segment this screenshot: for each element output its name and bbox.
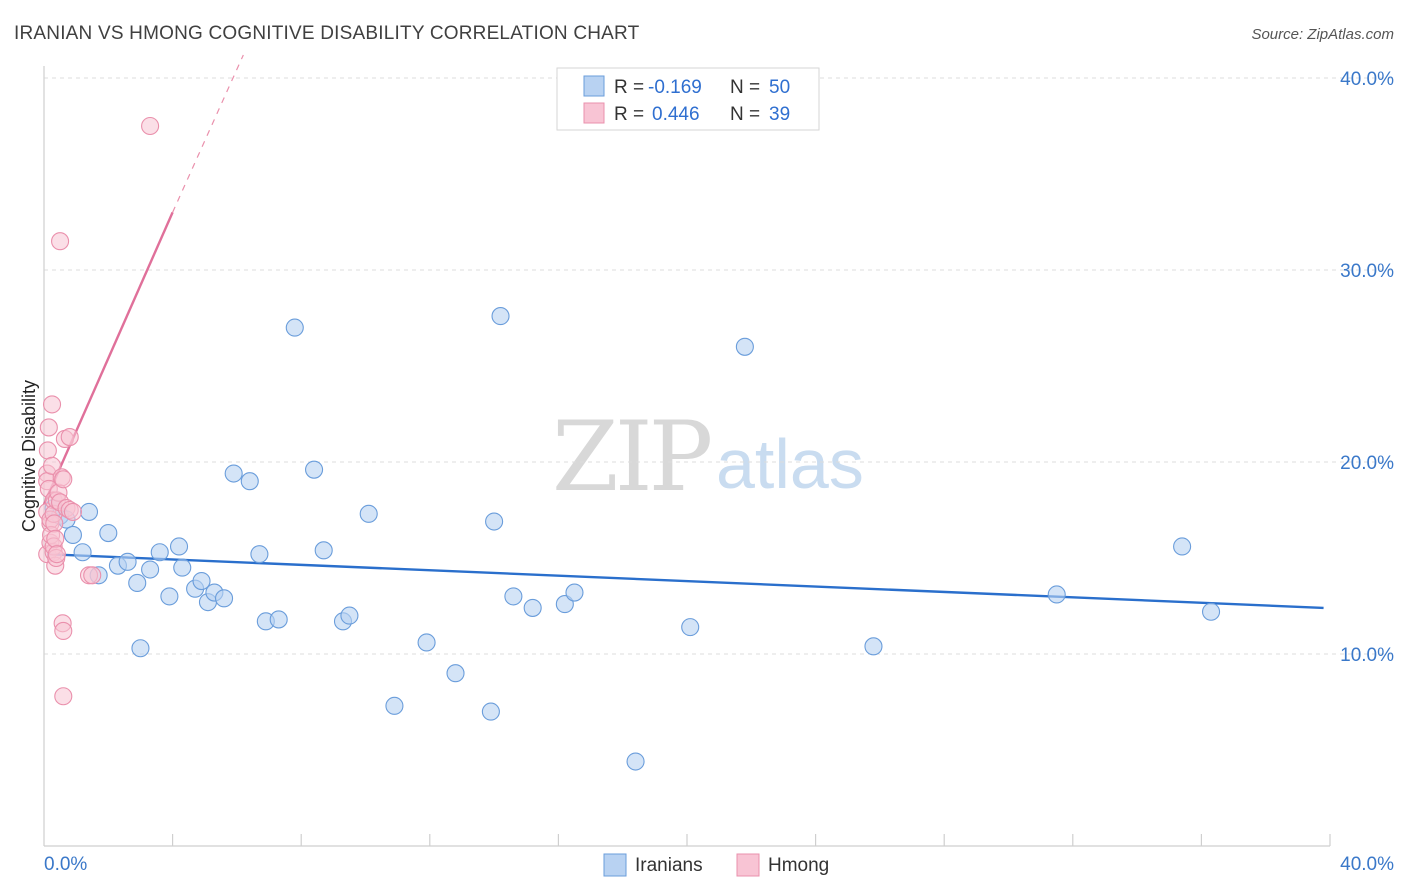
bottom-legend-label-hmong: Hmong [768, 855, 829, 876]
watermark-zip: ZIP [552, 401, 711, 513]
iranians-trend-line [47, 552, 1324, 610]
hmong-point [46, 529, 65, 548]
iranians-point [169, 537, 189, 556]
y-tick-label-20: 20.0% [1340, 453, 1394, 474]
iranians-point [681, 618, 700, 637]
legend-r-value-iranians: -0.169 [648, 77, 702, 98]
bottom-legend: Iranians Hmong [603, 853, 829, 877]
iranians-point [340, 606, 359, 625]
iranians-point [141, 560, 160, 579]
hmong-point [54, 687, 73, 706]
iranians-point [79, 502, 99, 521]
iranians-point [565, 583, 584, 602]
trend-lines [42, 54, 1324, 610]
iranians-point [192, 571, 211, 591]
iranians-point [417, 633, 436, 652]
hmong-point [42, 395, 62, 414]
hmong-point [141, 116, 160, 136]
iranians-point [173, 558, 192, 577]
iranians-point [285, 318, 304, 337]
iranians-point [224, 464, 243, 483]
iranians-point [250, 545, 269, 564]
iranians-point [269, 610, 288, 629]
iranians-point [864, 637, 883, 656]
gridlines [44, 77, 1394, 655]
hmong-point [83, 566, 102, 585]
hmong-point [45, 514, 64, 533]
iranians-point [523, 598, 542, 617]
x-tick-label-min: 0.0% [44, 854, 87, 875]
iranians-point [446, 664, 465, 683]
bottom-legend-label-iranians: Iranians [635, 855, 703, 876]
bottom-legend-swatch-iranians [603, 853, 627, 877]
iranians-point [214, 589, 234, 608]
chart-title: IRANIAN VS HMONG COGNITIVE DISABILITY CO… [14, 23, 640, 44]
legend-r-label-hmong: R = [614, 104, 644, 125]
iranians-point [73, 543, 92, 562]
iranians-point [1173, 537, 1192, 556]
iranians-point [1047, 585, 1066, 604]
hmong-point [38, 441, 57, 460]
legend-swatch-iranians [583, 75, 605, 97]
source-label: Source: ZipAtlas.com [1251, 26, 1394, 43]
legend-box: R = -0.169 N = 50 R = 0.446 N = 39 [556, 67, 820, 131]
hmong-trend-extension [172, 54, 244, 213]
y-tick-label-30: 30.0% [1340, 261, 1394, 282]
bottom-legend-swatch-hmong [736, 853, 760, 877]
iranians-point [314, 541, 333, 560]
hmong-point [42, 456, 62, 475]
iranians-point [491, 307, 510, 326]
legend-n-value-iranians: 50 [769, 77, 790, 98]
legend-n-label-hmong: N = [730, 104, 760, 125]
iranians-point [118, 552, 137, 571]
iranians-point [626, 752, 645, 771]
legend-n-label-iranians: N = [730, 77, 760, 98]
iranians-point [99, 523, 118, 543]
hmong-point [60, 427, 79, 447]
hmong-point [47, 545, 66, 564]
legend-n-value-hmong: 39 [769, 104, 790, 125]
iranians-point [160, 587, 179, 606]
y-tick-label-10: 10.0% [1340, 645, 1394, 666]
iranians-point [1201, 602, 1221, 621]
hmong-point [51, 232, 70, 251]
legend-r-value-hmong: 0.446 [652, 104, 700, 125]
hmong-trend-line [42, 211, 174, 505]
iranians-point [150, 543, 169, 562]
hmong-point [54, 621, 73, 641]
iranians-point [128, 573, 147, 593]
legend-swatch-hmong [583, 102, 605, 124]
y-tick-labels: 10.0% 20.0% 30.0% 40.0% [1340, 69, 1394, 666]
hmong-points [38, 116, 160, 706]
iranians-point [131, 639, 150, 658]
hmong-point [39, 418, 58, 437]
iranians-point [735, 337, 754, 356]
iranians-point [385, 696, 404, 715]
watermark-atlas: atlas [716, 425, 864, 503]
x-tick-label-max: 40.0% [1340, 854, 1394, 875]
iranians-point [359, 504, 378, 523]
iranians-point [63, 525, 82, 545]
iranians-point [555, 595, 574, 614]
hmong-point [63, 502, 82, 521]
iranians-point [240, 472, 259, 491]
iranians-points [44, 307, 1221, 771]
y-axis-label: Cognitive Disability [19, 380, 39, 532]
iranians-point [481, 702, 500, 721]
legend-r-label-iranians: R = [614, 77, 644, 98]
iranians-point [485, 512, 504, 531]
hmong-point [54, 470, 73, 489]
iranians-point [504, 587, 523, 606]
y-tick-label-40: 40.0% [1340, 69, 1394, 90]
iranians-point [305, 460, 324, 479]
x-ticks [172, 834, 1331, 846]
